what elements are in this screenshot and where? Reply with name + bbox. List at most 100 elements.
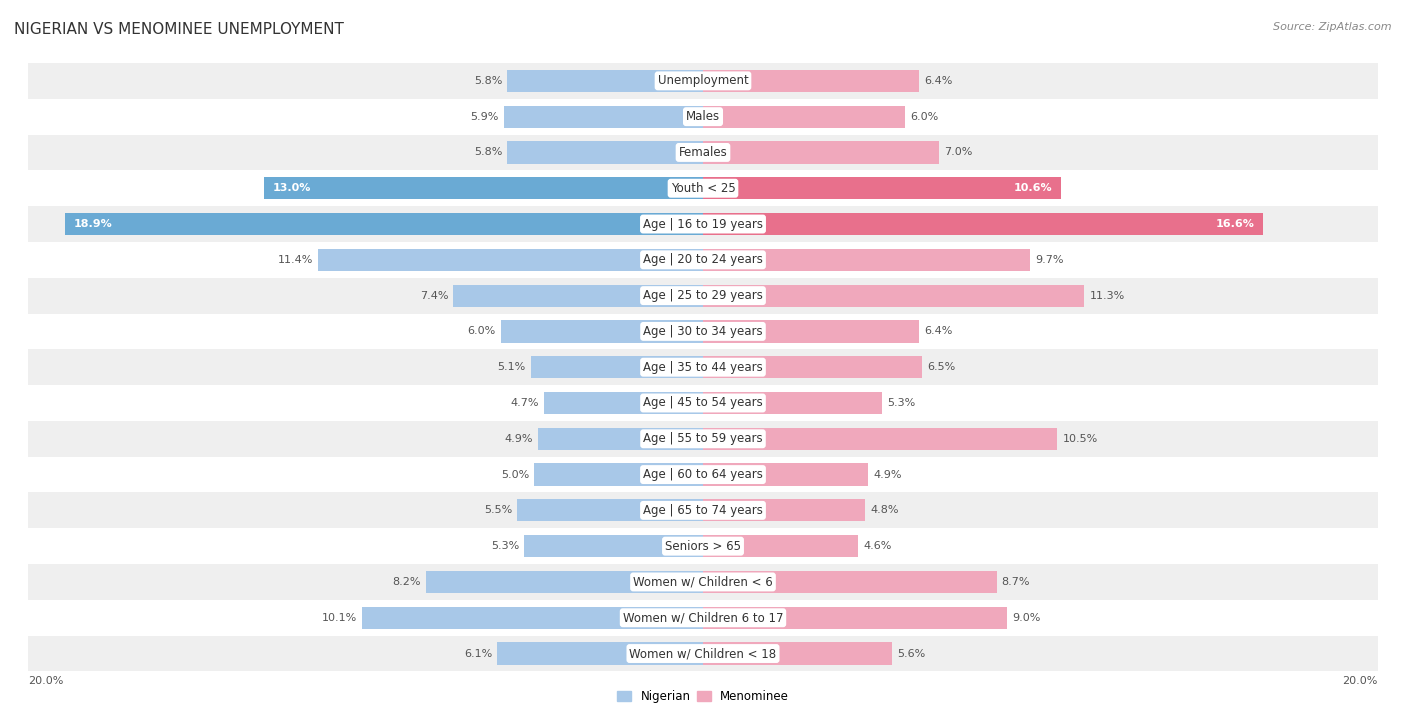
Text: 13.0%: 13.0% (273, 184, 311, 193)
Text: Age | 55 to 59 years: Age | 55 to 59 years (643, 432, 763, 445)
Bar (703, 177, 1060, 199)
Text: 6.0%: 6.0% (467, 326, 495, 336)
Bar (703, 607, 1007, 629)
Bar (703, 70, 920, 92)
Text: 5.3%: 5.3% (491, 541, 519, 551)
Text: Source: ZipAtlas.com: Source: ZipAtlas.com (1274, 22, 1392, 32)
Text: 10.6%: 10.6% (1014, 184, 1052, 193)
Bar (508, 70, 703, 92)
Bar (28, 636, 1378, 672)
Bar (703, 284, 1084, 307)
Text: Age | 25 to 29 years: Age | 25 to 29 years (643, 289, 763, 302)
Text: 10.5%: 10.5% (1063, 433, 1098, 444)
Bar (517, 499, 703, 521)
Text: 5.8%: 5.8% (474, 148, 502, 158)
Bar (703, 428, 1057, 450)
Bar (426, 571, 703, 593)
Bar (498, 642, 703, 665)
Bar (28, 99, 1378, 135)
Bar (28, 564, 1378, 600)
Text: 18.9%: 18.9% (73, 219, 112, 229)
Text: 6.4%: 6.4% (924, 326, 952, 336)
Text: Age | 65 to 74 years: Age | 65 to 74 years (643, 504, 763, 517)
Text: 5.8%: 5.8% (474, 76, 502, 86)
Bar (537, 428, 703, 450)
Bar (28, 278, 1378, 313)
Bar (28, 421, 1378, 456)
Text: 20.0%: 20.0% (28, 676, 63, 685)
Text: 5.3%: 5.3% (887, 398, 915, 408)
Text: 7.4%: 7.4% (420, 291, 449, 301)
Text: NIGERIAN VS MENOMINEE UNEMPLOYMENT: NIGERIAN VS MENOMINEE UNEMPLOYMENT (14, 22, 344, 37)
Bar (703, 464, 869, 486)
Bar (703, 499, 865, 521)
Text: Age | 45 to 54 years: Age | 45 to 54 years (643, 397, 763, 410)
Text: Age | 16 to 19 years: Age | 16 to 19 years (643, 217, 763, 230)
Bar (28, 528, 1378, 564)
Bar (28, 313, 1378, 349)
Text: Females: Females (679, 146, 727, 159)
Text: 6.1%: 6.1% (464, 649, 492, 659)
Bar (28, 206, 1378, 242)
Text: Age | 30 to 34 years: Age | 30 to 34 years (643, 325, 763, 338)
Bar (503, 106, 703, 127)
Bar (703, 392, 882, 414)
Text: Women w/ Children < 6: Women w/ Children < 6 (633, 575, 773, 588)
Text: 8.2%: 8.2% (392, 577, 422, 587)
Text: Women w/ Children < 18: Women w/ Children < 18 (630, 647, 776, 660)
Text: 5.9%: 5.9% (471, 112, 499, 122)
Bar (703, 106, 905, 127)
Text: 4.6%: 4.6% (863, 541, 891, 551)
Text: 5.5%: 5.5% (484, 505, 512, 516)
Text: 7.0%: 7.0% (945, 148, 973, 158)
Text: 4.8%: 4.8% (870, 505, 898, 516)
Text: Women w/ Children 6 to 17: Women w/ Children 6 to 17 (623, 611, 783, 624)
Text: Age | 60 to 64 years: Age | 60 to 64 years (643, 468, 763, 481)
Text: Age | 20 to 24 years: Age | 20 to 24 years (643, 253, 763, 266)
Text: Seniors > 65: Seniors > 65 (665, 540, 741, 553)
Bar (28, 349, 1378, 385)
Bar (544, 392, 703, 414)
Bar (318, 248, 703, 271)
Text: 8.7%: 8.7% (1001, 577, 1031, 587)
Text: 5.1%: 5.1% (498, 362, 526, 372)
Bar (264, 177, 703, 199)
Text: 11.4%: 11.4% (278, 255, 314, 265)
Bar (703, 642, 891, 665)
Bar (28, 135, 1378, 171)
Text: 11.3%: 11.3% (1090, 291, 1125, 301)
Bar (363, 607, 703, 629)
Text: 20.0%: 20.0% (1343, 676, 1378, 685)
Text: 6.0%: 6.0% (911, 112, 939, 122)
Text: 10.1%: 10.1% (322, 613, 357, 623)
Bar (28, 242, 1378, 278)
Bar (28, 171, 1378, 206)
Text: Youth < 25: Youth < 25 (671, 181, 735, 194)
Text: 4.9%: 4.9% (505, 433, 533, 444)
Legend: Nigerian, Menominee: Nigerian, Menominee (612, 685, 794, 708)
Text: 16.6%: 16.6% (1216, 219, 1254, 229)
Bar (501, 320, 703, 343)
Bar (28, 385, 1378, 421)
Bar (453, 284, 703, 307)
Bar (531, 356, 703, 378)
Bar (534, 464, 703, 486)
Bar (28, 63, 1378, 99)
Bar (28, 456, 1378, 492)
Bar (524, 535, 703, 557)
Bar (703, 213, 1263, 235)
Bar (28, 600, 1378, 636)
Bar (703, 356, 922, 378)
Bar (703, 141, 939, 163)
Bar (703, 571, 997, 593)
Bar (703, 535, 858, 557)
Text: Unemployment: Unemployment (658, 74, 748, 87)
Text: Males: Males (686, 110, 720, 123)
Bar (508, 141, 703, 163)
Bar (65, 213, 703, 235)
Text: 9.0%: 9.0% (1012, 613, 1040, 623)
Bar (703, 320, 920, 343)
Bar (28, 492, 1378, 528)
Text: 6.4%: 6.4% (924, 76, 952, 86)
Text: 9.7%: 9.7% (1035, 255, 1064, 265)
